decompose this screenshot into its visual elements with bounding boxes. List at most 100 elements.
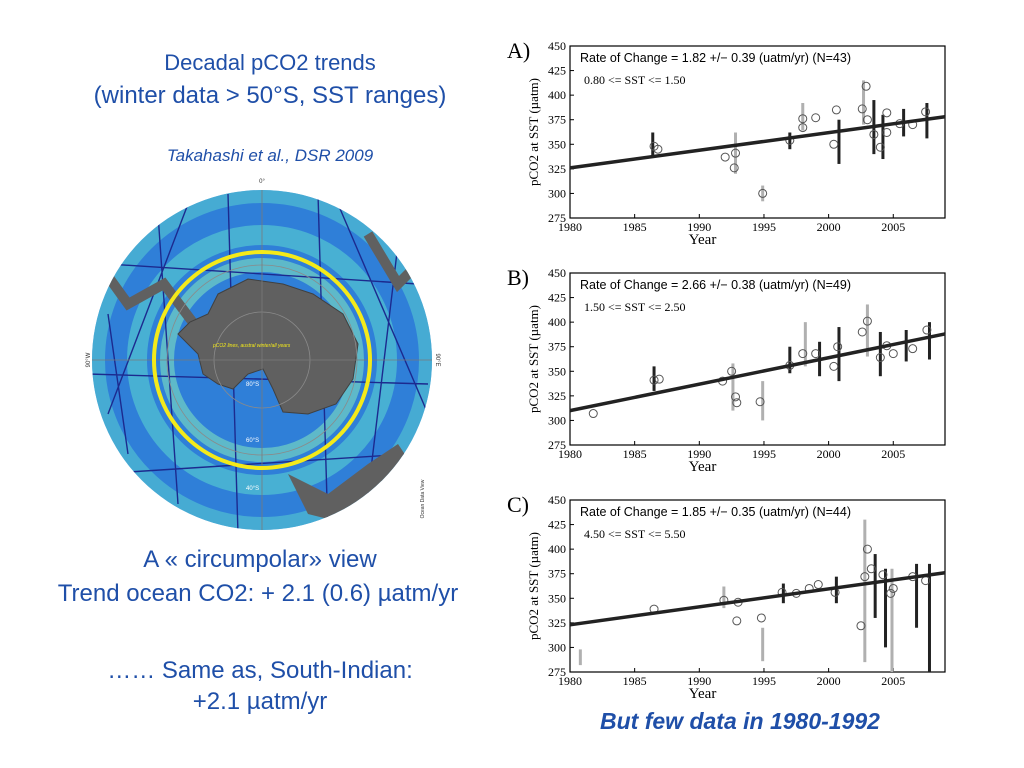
trend-line [569, 115, 946, 170]
map-label-60s: 60°S [246, 438, 259, 444]
data-point [921, 107, 931, 117]
y-tick-label: 375 [548, 113, 566, 127]
map-label-40s: 40°S [246, 486, 259, 492]
data-point [731, 392, 741, 402]
y-tick-label: 300 [548, 186, 566, 200]
data-point [875, 142, 885, 152]
map-caption-line2: Trend ocean CO2: + 2.1 (0.6) µatm/yr [57, 580, 459, 607]
data-point [888, 349, 898, 359]
x-tick-label: 1980 [558, 674, 582, 688]
trend-line [569, 570, 946, 627]
map-label-top: 0° [259, 179, 265, 185]
x-tick-label: 2005 [881, 447, 905, 461]
data-point [798, 123, 808, 133]
y-tick-label: 375 [548, 340, 566, 354]
data-point [811, 349, 821, 359]
x-axis-label: Year [689, 686, 717, 702]
data-point [798, 114, 808, 124]
data-point [720, 152, 730, 162]
data-point [882, 108, 892, 118]
y-tick-label: 400 [548, 315, 566, 329]
plot-frame [569, 499, 946, 673]
x-tick-label: 1980 [558, 220, 582, 234]
y-axis-label: pCO2 at SST (µatm) [526, 532, 541, 640]
data-point [862, 316, 872, 326]
data-point [922, 325, 932, 335]
x-tick-label: 1985 [623, 447, 647, 461]
plot-frame [569, 45, 946, 219]
data-point [588, 409, 598, 419]
data-point [878, 570, 888, 580]
y-tick-label: 325 [548, 616, 566, 630]
data-point [857, 327, 867, 337]
y-tick-label: 275 [548, 438, 566, 452]
y-tick-label: 350 [548, 137, 566, 151]
x-tick-label: 1995 [752, 220, 776, 234]
plot-frame [569, 272, 946, 446]
x-tick-label: 2000 [817, 447, 841, 461]
y-tick-label: 400 [548, 542, 566, 556]
x-tick-label: 1985 [623, 674, 647, 688]
y-tick-label: 425 [548, 518, 566, 532]
x-tick-label: 1990 [687, 220, 711, 234]
map-svg: 0° 90°W 90°E 80°S 60°S 40°S pCO2 lines, … [86, 179, 440, 530]
data-point [831, 105, 841, 115]
antarctica-land [177, 278, 359, 415]
y-tick-label: 300 [548, 413, 566, 427]
chart-panel-3: 275 300 325 350 375 400 425 450 1980 1985 1990 1995… [507, 492, 946, 702]
y-tick-label: 400 [548, 88, 566, 102]
y-tick-label: 425 [548, 64, 566, 78]
data-point [908, 344, 918, 354]
x-tick-label: 2005 [881, 220, 905, 234]
x-tick-label: 1980 [558, 447, 582, 461]
y-tick-label: 325 [548, 162, 566, 176]
y-tick-label: 450 [548, 39, 566, 53]
data-point [758, 188, 768, 198]
map-caption-line4: +2.1 µatm/yr [192, 688, 328, 715]
data-point [731, 148, 741, 158]
sst-range-text: 1.50 <= SST <= 2.50 [584, 300, 686, 314]
data-point [755, 397, 765, 407]
x-tick-label: 1995 [752, 674, 776, 688]
panel-label: A) [507, 38, 530, 63]
sst-range-text: 0.80 <= SST <= 1.50 [584, 73, 686, 87]
y-tick-label: 450 [548, 266, 566, 280]
data-point [861, 81, 871, 91]
charts-area: 275 300 325 350 375 400 425 450 1980 1985 1990 1995… [507, 38, 946, 702]
y-axis-label: pCO2 at SST (µatm) [526, 78, 541, 186]
map-label-left: 90°W [86, 352, 92, 367]
data-point [732, 616, 742, 626]
map-caption-line3: …… Same as, South-Indian: [107, 657, 413, 684]
map-label-80s: 80°S [246, 382, 259, 388]
data-point [653, 144, 663, 154]
y-tick-label: 300 [548, 640, 566, 654]
data-point [886, 588, 896, 598]
y-tick-label: 350 [548, 591, 566, 605]
x-tick-label: 1995 [752, 447, 776, 461]
y-tick-label: 325 [548, 389, 566, 403]
x-tick-label: 1990 [687, 447, 711, 461]
circumpolar-map: 0° 90°W 90°E 80°S 60°S 40°S pCO2 lines, … [68, 174, 444, 548]
data-point [882, 127, 892, 137]
data-point [829, 139, 839, 149]
citation: Takahashi et al., DSR 2009 [166, 146, 374, 165]
rate-of-change-text: Rate of Change = 1.85 +/− 0.35 (uatm/yr)… [580, 505, 851, 519]
map-credit: Ocean Data View [420, 479, 426, 518]
data-point [813, 580, 823, 590]
trend-line [569, 332, 946, 413]
data-point [654, 374, 664, 384]
y-tick-label: 375 [548, 567, 566, 581]
map-center-note: pCO2 lines, austral winter/all years [212, 343, 291, 349]
data-point [732, 398, 742, 408]
y-tick-label: 425 [548, 291, 566, 305]
data-point [829, 361, 839, 371]
data-point [875, 353, 885, 363]
x-tick-label: 2005 [881, 674, 905, 688]
y-tick-label: 350 [548, 364, 566, 378]
data-point [888, 583, 898, 593]
y-axis-label: pCO2 at SST (µatm) [526, 305, 541, 413]
data-point [857, 104, 867, 114]
rate-of-change-text: Rate of Change = 2.66 +/− 0.38 (uatm/yr)… [580, 278, 851, 292]
map-caption-line1: A « circumpolar» view [143, 546, 377, 573]
data-point [862, 544, 872, 554]
